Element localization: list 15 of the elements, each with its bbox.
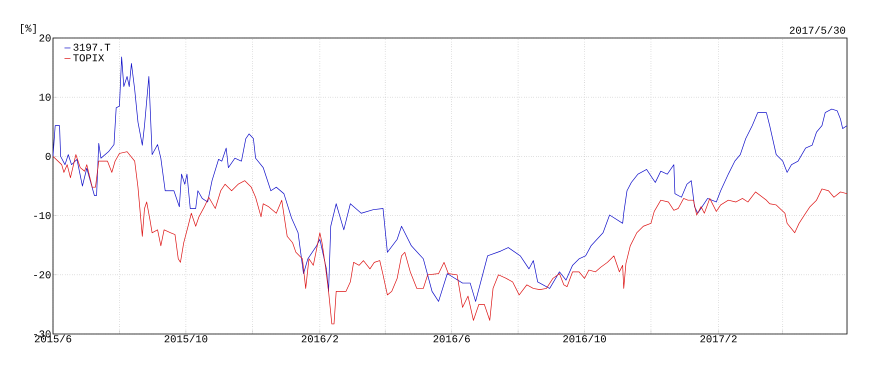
x-tick-label: 2016/2 [302, 334, 338, 342]
y-axis-title: [%] [21, 24, 36, 34]
x-tick-label: 2016/6 [433, 334, 470, 342]
legend-label: 3197.T [73, 44, 110, 51]
line-series [52, 151, 848, 324]
y-tick-label: 10 [39, 94, 51, 101]
legend-label: TOPIX [73, 54, 104, 62]
y-tick-label: 20 [39, 34, 51, 42]
x-tick-label: 2015/10 [164, 334, 208, 342]
y-tick-label: -20 [34, 271, 51, 278]
x-tick-label: 2017/2 [700, 334, 737, 342]
text: 2017/5/30 [790, 26, 846, 34]
y-tick-label: -10 [34, 212, 51, 220]
x-tick-label: 2016/10 [563, 334, 606, 342]
y-tick-label: 0 [46, 152, 51, 160]
